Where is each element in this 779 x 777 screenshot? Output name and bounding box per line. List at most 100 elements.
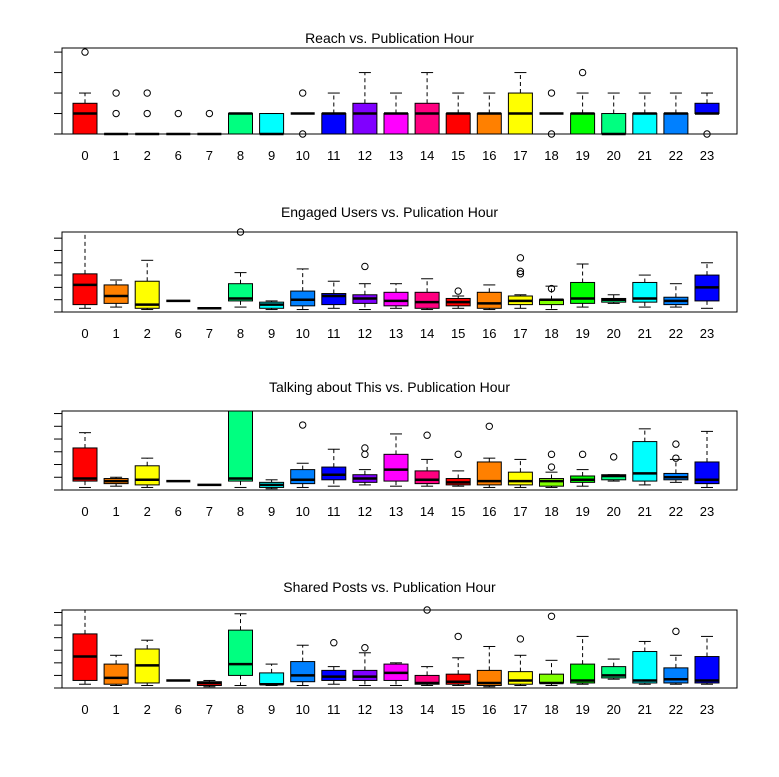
x-tick-label: 16: [482, 148, 496, 163]
box-body: [414, 291, 440, 309]
box-body: [383, 113, 409, 135]
box-16: [476, 284, 502, 311]
box-2: [134, 457, 160, 488]
x-tick-label: 19: [575, 504, 589, 519]
x-tick-label: 8: [237, 148, 244, 163]
outlier-point: [174, 109, 183, 118]
box-1: [104, 89, 129, 136]
box-22: [663, 283, 689, 308]
x-tick-label: 14: [420, 148, 434, 163]
outlier-point: [516, 254, 525, 262]
x-tick-label: 1: [112, 702, 119, 717]
box-8: [228, 613, 253, 686]
x-tick-label: 12: [358, 326, 372, 341]
x-tick-label: 22: [669, 504, 683, 519]
box-1: [103, 654, 129, 686]
outlier-point: [516, 635, 525, 643]
x-tick-label: 15: [451, 702, 465, 717]
x-tick-label: 14: [420, 702, 434, 717]
box-body: [445, 673, 471, 685]
box-body: [476, 113, 502, 135]
x-tick-label: 17: [513, 148, 527, 163]
box-20: [601, 658, 627, 680]
box-20: [601, 453, 627, 482]
x-tick-label: 22: [669, 148, 683, 163]
x-tick-label: 11: [327, 702, 341, 717]
outlier-point: [547, 450, 556, 459]
outlier-point: [112, 109, 120, 118]
box-12: [352, 262, 378, 311]
outlier-point: [547, 284, 556, 293]
box-19: [570, 635, 596, 685]
outlier-point: [299, 89, 307, 97]
x-tick-label: 16: [482, 702, 496, 717]
x-tick-label: 6: [175, 326, 182, 341]
box-body: [72, 273, 98, 306]
outlier-point: [299, 130, 307, 138]
box-body: [321, 293, 347, 306]
box-body: [601, 113, 627, 135]
outlier-point: [547, 89, 556, 97]
x-tick-label: 7: [206, 148, 213, 163]
outlier-point: [578, 450, 587, 459]
x-tick-label: 0: [81, 326, 88, 341]
box-body: [694, 102, 720, 115]
box-14: [414, 606, 440, 686]
box-body: [570, 281, 596, 304]
panel-shared-posts: 0 1 2 6 7 8 9 10 11 12 13 14 15 16 17 18 19 20 21 22 23Share…: [54, 579, 738, 717]
box-body: [228, 629, 253, 676]
box-2: [134, 639, 160, 686]
box-body: [601, 666, 627, 679]
outlier-point: [547, 130, 556, 138]
x-tick-label: 11: [327, 326, 341, 341]
box-16: [476, 422, 502, 488]
x-tick-label: 21: [638, 326, 652, 341]
box-0: [72, 48, 98, 135]
box-body: [103, 663, 129, 685]
outlier-point: [81, 48, 89, 56]
x-tick-label: 16: [482, 504, 496, 519]
box-body: [601, 474, 627, 481]
x-tick-label: 21: [638, 148, 652, 163]
box-body: [228, 410, 253, 482]
outlier-point: [703, 130, 711, 138]
box-15: [445, 92, 471, 135]
box-14: [414, 72, 440, 135]
x-tick-label: 23: [700, 326, 714, 341]
x-tick-label: 22: [669, 702, 683, 717]
box-body: [445, 113, 471, 135]
box-body: [476, 461, 502, 486]
x-tick-label: 14: [420, 504, 434, 519]
box-13: [383, 662, 409, 686]
box-22: [663, 627, 689, 685]
x-tick-label: 20: [606, 326, 620, 341]
x-tick-label: 7: [206, 326, 213, 341]
box-21: [632, 428, 658, 486]
x-tick-label: 23: [700, 504, 714, 519]
box-body: [570, 663, 596, 684]
panel-engaged-users: 0 1 2 6 7 8 9 10 11 12 13 14 15 16 17 18 19 20 21 22 23Engag…: [54, 204, 738, 341]
x-tick-label: 13: [389, 326, 403, 341]
x-tick-label: 12: [358, 504, 372, 519]
box-12: [352, 644, 378, 686]
x-tick-label: 16: [482, 326, 496, 341]
box-body: [321, 466, 347, 481]
x-tick-label: 2: [144, 504, 151, 519]
box-body: [632, 651, 658, 684]
box-body: [507, 671, 533, 685]
box-body: [321, 113, 347, 135]
box-9: [259, 663, 285, 686]
box-11: [321, 639, 347, 685]
outlier-point: [112, 89, 120, 97]
box-14: [414, 431, 440, 487]
x-tick-label: 20: [606, 702, 620, 717]
x-tick-label: 12: [358, 148, 372, 163]
box-17: [507, 72, 533, 135]
outlier-point: [330, 639, 338, 647]
box-body: [259, 113, 285, 135]
x-tick-label: 2: [144, 326, 151, 341]
box-19: [570, 263, 596, 308]
box-10: [290, 89, 315, 138]
box-20: [601, 294, 627, 304]
box-23: [694, 92, 720, 138]
